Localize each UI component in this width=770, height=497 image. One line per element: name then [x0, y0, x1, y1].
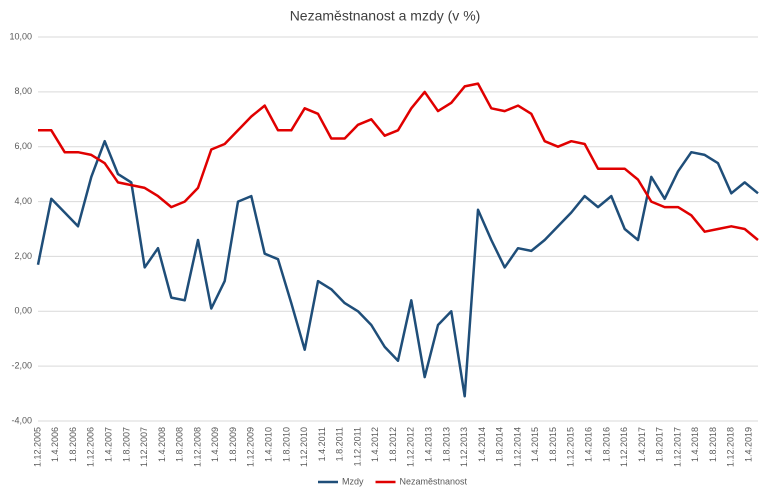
- y-tick-label: -2,00: [11, 361, 32, 371]
- x-tick-label: 1.8.2008: [175, 427, 185, 462]
- x-tick-label: 1.4.2009: [210, 427, 220, 462]
- y-tick-label: 10,00: [9, 31, 32, 41]
- x-tick-label: 1.8.2009: [228, 427, 238, 462]
- x-tick-label: 1.12.2014: [512, 427, 522, 467]
- x-tick-label: 1.8.2018: [708, 427, 718, 462]
- x-tick-label: 1.12.2007: [139, 427, 149, 467]
- x-tick-label: 1.8.2014: [495, 427, 505, 462]
- x-tick-label: 1.12.2012: [406, 427, 416, 467]
- legend-label: Mzdy: [342, 476, 364, 486]
- x-tick-label: 1.8.2006: [68, 427, 78, 462]
- y-tick-label: 0,00: [14, 306, 32, 316]
- y-tick-label: 8,00: [14, 86, 32, 96]
- x-tick-label: 1.8.2010: [281, 427, 291, 462]
- x-tick-label: 1.12.2009: [246, 427, 256, 467]
- x-tick-label: 1.4.2017: [637, 427, 647, 462]
- y-tick-label: 2,00: [14, 251, 32, 261]
- x-tick-label: 1.12.2013: [459, 427, 469, 467]
- x-tick-label: 1.4.2007: [103, 427, 113, 462]
- x-tick-label: 1.12.2016: [619, 427, 629, 467]
- x-tick-label: 1.12.2018: [726, 427, 736, 467]
- x-tick-label: 1.8.2016: [601, 427, 611, 462]
- x-tick-label: 1.12.2011: [352, 427, 362, 466]
- y-tick-label: -4,00: [11, 415, 32, 425]
- x-tick-label: 1.8.2015: [548, 427, 558, 462]
- x-tick-label: 1.12.2005: [32, 427, 42, 467]
- x-tick-label: 1.8.2007: [121, 427, 131, 462]
- x-tick-label: 1.4.2019: [743, 427, 753, 462]
- x-tick-label: 1.4.2013: [423, 427, 433, 462]
- x-tick-label: 1.12.2010: [299, 427, 309, 467]
- x-tick-label: 1.12.2017: [672, 427, 682, 467]
- line-series: [38, 82, 759, 241]
- x-tick-label: 1.4.2010: [263, 427, 273, 462]
- x-tick-label: 1.4.2008: [157, 427, 167, 462]
- y-tick-label: 6,00: [14, 141, 32, 151]
- x-tick-label: 1.12.2006: [86, 427, 96, 467]
- x-tick-label: 1.4.2012: [370, 427, 380, 462]
- y-tick-label: 4,00: [14, 196, 32, 206]
- x-tick-label: 1.12.2015: [566, 427, 576, 467]
- x-tick-label: 1.4.2006: [50, 427, 60, 462]
- x-tick-label: 1.4.2014: [477, 427, 487, 462]
- legend-label: Nezaměstnanost: [400, 476, 468, 486]
- x-tick-label: 1.8.2017: [655, 427, 665, 462]
- x-tick-label: 1.8.2012: [388, 427, 398, 462]
- chart-title: Nezaměstnanost a mzdy (v %): [290, 8, 481, 24]
- x-tick-label: 1.4.2018: [690, 427, 700, 462]
- x-tick-label: 1.8.2011: [335, 427, 345, 461]
- x-tick-label: 1.4.2016: [583, 427, 593, 462]
- x-tick-label: 1.4.2015: [530, 427, 540, 462]
- x-tick-label: 1.4.2011: [317, 427, 327, 461]
- x-tick-label: 1.12.2008: [192, 427, 202, 467]
- x-tick-label: 1.8.2013: [441, 427, 451, 462]
- line-series: [36, 139, 759, 398]
